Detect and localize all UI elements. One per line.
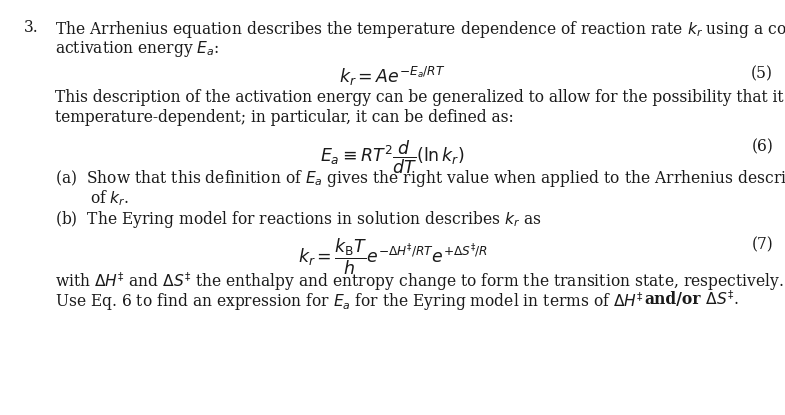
Text: The Arrhenius equation describes the temperature dependence of reaction rate $k_: The Arrhenius equation describes the tem…	[55, 19, 785, 40]
Text: $k_r = \dfrac{k_{\mathrm{B}}T}{h}e^{-\Delta H^{\ddagger}/RT}e^{+\Delta S^{\ddagg: $k_r = \dfrac{k_{\mathrm{B}}T}{h}e^{-\De…	[298, 237, 487, 277]
Text: This description of the activation energy can be generalized to allow for the po: This description of the activation energ…	[55, 89, 785, 106]
Text: (6): (6)	[751, 138, 773, 155]
Text: (b)  The Eyring model for reactions in solution describes $k_r$ as: (b) The Eyring model for reactions in so…	[55, 209, 542, 230]
Text: (5): (5)	[751, 65, 773, 82]
Text: and/or: and/or	[644, 290, 701, 308]
Text: $E_a \equiv RT^2 \dfrac{d}{dT}(\ln k_r)$: $E_a \equiv RT^2 \dfrac{d}{dT}(\ln k_r)$	[320, 138, 465, 176]
Text: Use Eq. 6 to find an expression for $E_a$ for the Eyring model in terms of $\Del: Use Eq. 6 to find an expression for $E_a…	[55, 290, 644, 313]
Text: (a)  Show that this definition of $E_a$ gives the right value when applied to th: (a) Show that this definition of $E_a$ g…	[55, 168, 785, 189]
Text: temperature-dependent; in particular, it can be defined as:: temperature-dependent; in particular, it…	[55, 109, 513, 126]
Text: with $\Delta H^{\ddagger}$ and $\Delta S^{\ddagger}$ the enthalpy and entropy ch: with $\Delta H^{\ddagger}$ and $\Delta S…	[55, 271, 783, 293]
Text: activation energy $E_a$:: activation energy $E_a$:	[55, 39, 219, 59]
Text: $\Delta S^{\ddagger}$.: $\Delta S^{\ddagger}$.	[701, 290, 739, 309]
Text: of $k_r$.: of $k_r$.	[90, 188, 130, 208]
Text: 3.: 3.	[24, 19, 38, 36]
Text: $k_r = Ae^{-E_a/RT}$: $k_r = Ae^{-E_a/RT}$	[339, 65, 446, 88]
Text: (7): (7)	[751, 237, 773, 254]
